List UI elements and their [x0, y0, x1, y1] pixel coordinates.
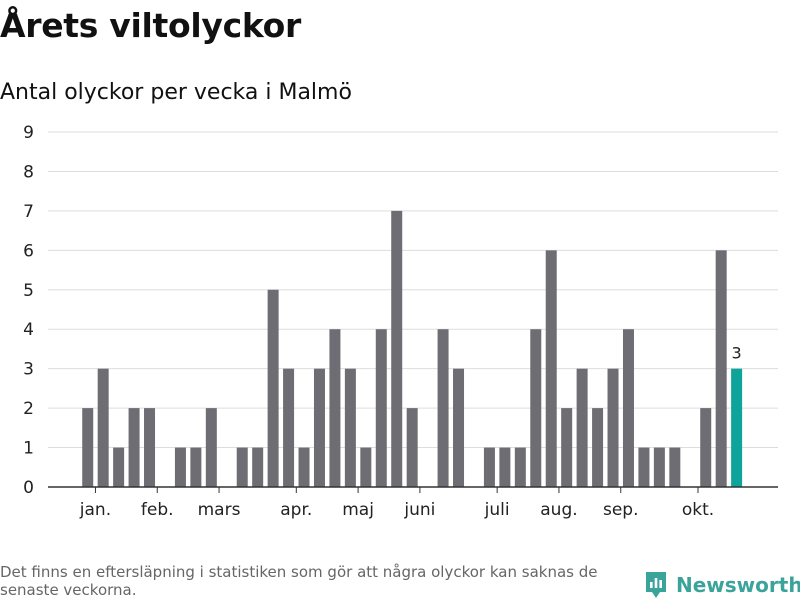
chart-title: Årets viltolyckor: [0, 6, 301, 45]
bar: [514, 447, 526, 487]
y-tick-label: 5: [23, 281, 34, 301]
y-axis-ticks: 0 1 2 3 4 5 6 7 8 9: [23, 123, 34, 498]
x-tick-label: juni: [403, 500, 435, 520]
y-tick-label: 7: [23, 202, 34, 222]
bar: [313, 368, 325, 487]
brand-name: Newsworthy: [676, 573, 800, 597]
bar: [113, 447, 125, 487]
bar: [252, 447, 264, 487]
bar: [545, 250, 557, 487]
x-tick-label: mars: [198, 500, 241, 520]
bar: [82, 408, 94, 487]
bar: [622, 329, 634, 487]
bar: [205, 408, 217, 487]
bar: [267, 289, 279, 487]
bar: [607, 368, 619, 487]
x-tick-label: okt.: [682, 500, 714, 520]
y-tick-label: 6: [23, 241, 34, 261]
bar: [190, 447, 202, 487]
x-tick-label: feb.: [141, 500, 174, 520]
bar: [715, 250, 727, 487]
y-tick-label: 3: [23, 360, 34, 380]
bar: [283, 368, 295, 487]
x-tick-label: apr.: [280, 500, 312, 520]
bar: [437, 329, 449, 487]
bar: [236, 447, 248, 487]
bar: [530, 329, 542, 487]
bar: [375, 329, 387, 487]
bar: [561, 408, 573, 487]
bar: [638, 447, 650, 487]
bar: [174, 447, 186, 487]
x-tick-label: aug.: [540, 500, 577, 520]
bar: [344, 368, 356, 487]
y-tick-label: 8: [23, 162, 34, 182]
bar: [391, 210, 403, 487]
bar: [453, 368, 465, 487]
x-tick-label: maj: [342, 500, 374, 520]
bar: [592, 408, 604, 487]
bar: [576, 368, 588, 487]
brand-logo[interactable]: Newsworthy: [644, 570, 800, 600]
bar: [653, 447, 665, 487]
bar: [669, 447, 681, 487]
footnote: Det finns en eftersläpning i statistiken…: [0, 563, 598, 599]
data-labels: 3: [732, 344, 742, 363]
bar-highlight: [731, 368, 743, 487]
y-tick-label: 9: [23, 123, 34, 143]
x-axis-month-labels: jan. feb. mars apr. maj juni juli aug. sep. okt.: [79, 487, 714, 520]
bar: [360, 447, 372, 487]
bar: [483, 447, 495, 487]
bar: [97, 368, 109, 487]
bar: [329, 329, 341, 487]
data-label: 3: [732, 344, 742, 363]
x-tick-label: juli: [484, 500, 510, 520]
bar: [499, 447, 511, 487]
newsworthy-logo-icon: [646, 572, 666, 598]
y-tick-label: 4: [23, 320, 34, 340]
y-tick-label: 1: [23, 439, 34, 459]
bar: [406, 408, 418, 487]
gridlines: [48, 131, 778, 449]
x-tick-label: sep.: [603, 500, 639, 520]
y-tick-label: 0: [23, 478, 34, 498]
bar: [144, 408, 156, 487]
bar: [128, 408, 140, 487]
bar-chart: 0 1 2 3 4 5 6 7 8 9 jan. feb. mars apr. maj juni juli au…: [23, 123, 778, 520]
x-tick-label: jan.: [79, 500, 111, 520]
bars: [82, 210, 743, 487]
y-tick-label: 2: [23, 399, 34, 419]
chart-subtitle: Antal olyckor per vecka i Malmö: [0, 80, 352, 105]
bar: [298, 447, 310, 487]
bar: [700, 408, 712, 487]
